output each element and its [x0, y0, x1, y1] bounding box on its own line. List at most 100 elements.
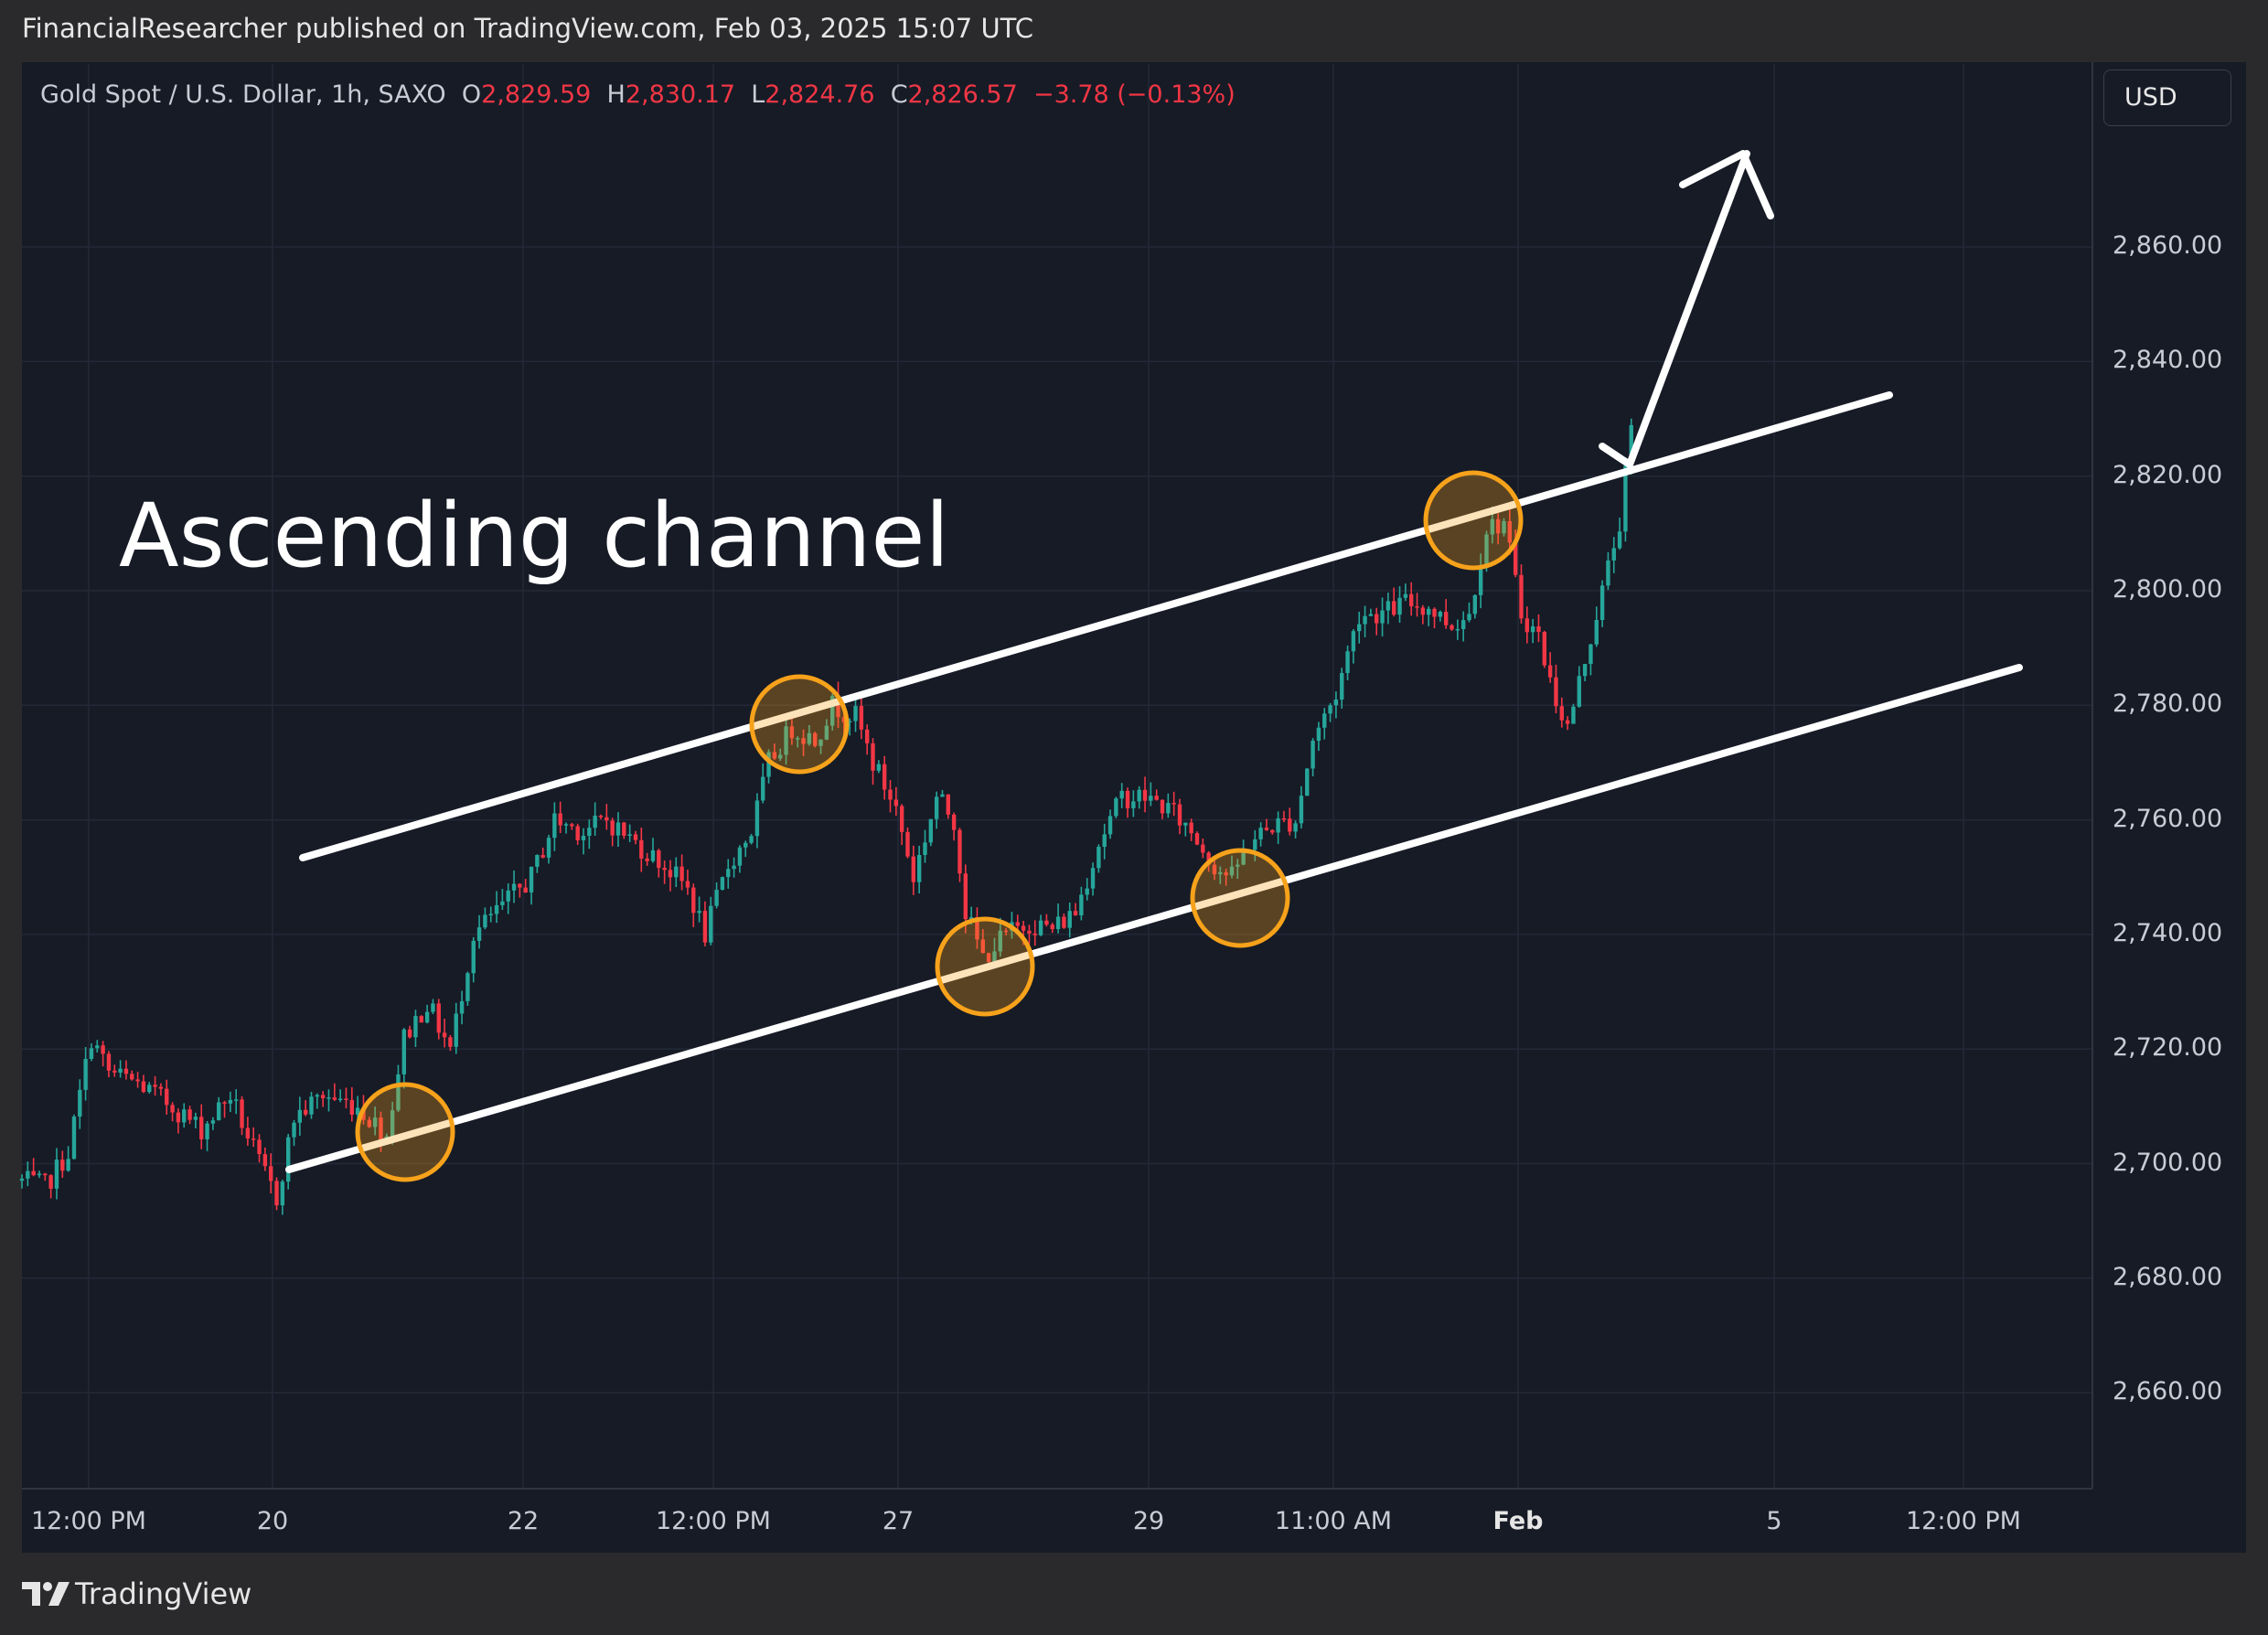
candle-body [240, 1099, 244, 1128]
channel-touch-circle [749, 674, 850, 775]
candle-body [1166, 803, 1171, 814]
candle-body [488, 914, 493, 915]
candle-body [1351, 631, 1356, 652]
candle-body [1125, 790, 1130, 808]
tradingview-wordmark: TradingView [75, 1576, 252, 1611]
candle-body [1038, 920, 1043, 935]
candle-body [112, 1070, 117, 1073]
candle-body [1258, 828, 1263, 839]
candle-body [796, 738, 800, 740]
candle-body [476, 927, 482, 941]
candle-body [1107, 816, 1113, 835]
candle-body [165, 1088, 169, 1106]
candle-body [916, 854, 922, 882]
candle-body [1490, 518, 1495, 535]
candle-body [853, 706, 858, 721]
candle-body [1021, 925, 1026, 931]
candle-body [1288, 818, 1292, 832]
candle-body [1542, 632, 1546, 666]
candle-body [1189, 822, 1193, 834]
candle-body [992, 951, 997, 963]
candle-body [1403, 593, 1408, 598]
candle-body [459, 1000, 465, 1014]
candle-body [1322, 713, 1327, 728]
candle-body [130, 1074, 134, 1080]
candle-body [101, 1045, 105, 1054]
candle-body [372, 1117, 378, 1127]
candle-body [396, 1074, 401, 1111]
price-tick-label: 2,660.00 [2113, 1377, 2223, 1406]
candle-body [1559, 706, 1564, 721]
candle-body [1484, 534, 1489, 567]
candle-body [1201, 844, 1205, 853]
candle-body [245, 1127, 251, 1139]
candle-body [1420, 607, 1426, 615]
candle-body [1177, 804, 1182, 826]
time-tick-label: 22 [507, 1507, 540, 1535]
time-tick-label: 11:00 AM [1274, 1507, 1393, 1535]
candle-body [1565, 720, 1570, 724]
candle-body [726, 869, 731, 878]
breakout-arrow [1599, 150, 1774, 468]
currency-button[interactable]: USD [2103, 69, 2231, 126]
candle-body [940, 794, 945, 797]
candle-body [355, 1107, 360, 1116]
candle-body [1502, 520, 1506, 534]
candle-body [986, 953, 991, 963]
candle-body [1027, 930, 1032, 934]
candle-body [535, 855, 540, 867]
price-tick-label: 2,780.00 [2113, 689, 2223, 719]
candle-body [784, 726, 788, 755]
candle-body [54, 1159, 59, 1189]
candle-body [1050, 924, 1054, 930]
candle-body [518, 883, 522, 888]
symbol-label[interactable]: Gold Spot / U.S. Dollar, 1h, SAXO [40, 80, 446, 109]
candle-body [349, 1099, 355, 1116]
candle-body [1032, 933, 1037, 935]
candle-body [847, 721, 852, 723]
candle-body [483, 914, 487, 928]
channel-touch-circle [1190, 848, 1290, 948]
candle-body [732, 865, 736, 870]
candle-body [176, 1112, 181, 1123]
candle-body [424, 1011, 430, 1023]
tradingview-logo-icon [22, 1582, 70, 1606]
candle-body [205, 1123, 209, 1139]
candle-body [1097, 847, 1101, 869]
candle-body [859, 706, 864, 730]
candle-body [78, 1089, 82, 1117]
candle-body [1142, 789, 1148, 801]
candle-body [1611, 548, 1616, 561]
candle-body [754, 800, 760, 837]
time-tick-label: 20 [256, 1507, 289, 1535]
candle-body [1606, 560, 1610, 586]
candle-body [1623, 465, 1628, 532]
candle-body [123, 1068, 129, 1074]
candle-body [587, 828, 592, 837]
candle-body [818, 739, 823, 746]
candle-body [19, 1178, 25, 1181]
candle-body [222, 1102, 227, 1104]
candle-body [1281, 818, 1287, 820]
candle-body [1264, 828, 1269, 830]
candle-body [251, 1138, 256, 1140]
close-label: C [890, 80, 908, 109]
candle-body [431, 1003, 435, 1012]
candle-body [523, 887, 528, 892]
candle-body [1149, 796, 1153, 801]
candle-body [436, 1003, 441, 1033]
candle-body [679, 866, 684, 882]
candle-body [934, 796, 939, 819]
candle-body [500, 901, 505, 905]
candle-body [674, 866, 679, 878]
candle-body [153, 1085, 157, 1087]
channel-lines [285, 391, 2023, 1173]
candle-body [824, 725, 829, 740]
candle-body [332, 1097, 337, 1100]
candle-body [280, 1181, 285, 1206]
candle-body [210, 1120, 216, 1124]
annotation-ascending-channel[interactable]: Ascending channel [119, 485, 950, 587]
candle-body [1513, 542, 1518, 575]
open-value: 2,829.59 [481, 80, 592, 109]
